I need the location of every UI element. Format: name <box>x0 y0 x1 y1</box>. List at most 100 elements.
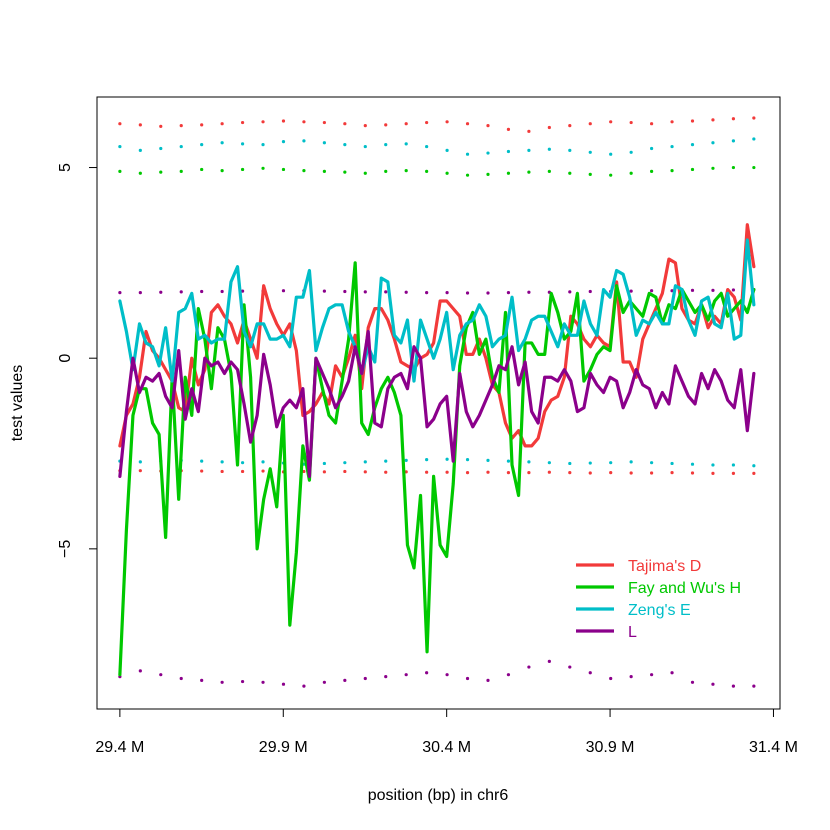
threshold-point <box>343 678 347 683</box>
threshold-point <box>159 290 163 294</box>
threshold-point <box>240 142 245 146</box>
threshold-point <box>118 169 122 173</box>
threshold-point <box>527 460 531 464</box>
threshold-point <box>670 144 674 149</box>
threshold-point <box>404 142 408 146</box>
threshold-point <box>609 470 613 475</box>
threshold-point <box>118 291 122 295</box>
threshold-point <box>629 150 633 154</box>
threshold-point <box>609 461 613 465</box>
threshold-point <box>138 171 142 175</box>
threshold-point <box>465 173 470 177</box>
x-tick-label: 29.9 M <box>259 739 308 756</box>
threshold-point <box>322 461 326 466</box>
threshold-point <box>445 673 449 677</box>
legend-item: Fay and Wu's H <box>576 580 741 597</box>
threshold-point <box>384 459 388 463</box>
threshold-point <box>731 165 736 170</box>
threshold-point <box>588 150 592 154</box>
threshold-point <box>363 144 367 149</box>
threshold-point <box>506 291 511 295</box>
threshold-point <box>384 169 388 173</box>
threshold-point <box>220 141 224 145</box>
threshold-point <box>404 290 408 294</box>
threshold-line <box>118 659 756 688</box>
threshold-point <box>465 458 470 462</box>
threshold-point <box>629 120 633 125</box>
threshold-point <box>752 137 756 141</box>
threshold-point <box>711 463 715 467</box>
threshold-point <box>200 123 204 127</box>
threshold-point <box>445 120 449 124</box>
y-tick-label: 5 <box>57 163 74 172</box>
x-tick-label: 29.4 M <box>95 739 144 756</box>
threshold-point <box>220 168 224 173</box>
threshold-point <box>547 169 551 173</box>
legend-label: Tajima's D <box>628 558 701 575</box>
threshold-point <box>404 673 408 677</box>
threshold-point <box>650 146 654 151</box>
threshold-point <box>322 141 326 145</box>
series-line <box>118 238 756 383</box>
threshold-point <box>690 288 695 292</box>
threshold-point <box>240 679 245 684</box>
y-tick-label: −5 <box>57 540 74 558</box>
threshold-point <box>731 471 736 475</box>
threshold-point <box>363 124 367 128</box>
threshold-point <box>445 148 449 152</box>
threshold-point <box>588 461 592 465</box>
threshold-point <box>138 148 142 152</box>
series-lines <box>118 223 756 677</box>
threshold-point <box>588 289 592 294</box>
threshold-point <box>731 463 736 467</box>
legend-item: Tajima's D <box>576 558 701 575</box>
threshold-point <box>568 171 572 175</box>
threshold-point <box>650 461 654 465</box>
threshold-point <box>547 125 551 130</box>
threshold-point <box>343 461 347 465</box>
threshold-point <box>445 457 449 461</box>
threshold-point <box>404 168 408 173</box>
threshold-point <box>281 140 286 144</box>
threshold-point <box>650 673 654 677</box>
threshold-point <box>261 166 265 170</box>
threshold-point <box>588 471 592 475</box>
threshold-point <box>363 460 367 464</box>
threshold-line <box>118 137 756 156</box>
threshold-point <box>486 458 490 462</box>
threshold-point <box>159 673 163 677</box>
threshold-point <box>138 291 142 295</box>
threshold-point <box>506 171 511 175</box>
threshold-point <box>159 146 163 151</box>
threshold-point <box>322 169 326 173</box>
threshold-point <box>281 167 286 172</box>
threshold-point <box>138 460 142 464</box>
threshold-line <box>118 469 756 475</box>
threshold-point <box>261 469 265 473</box>
threshold-point <box>731 684 736 688</box>
legend-label: Zeng's E <box>628 602 691 619</box>
threshold-point <box>486 678 490 683</box>
threshold-point <box>568 290 572 294</box>
threshold-point <box>731 288 736 292</box>
threshold-point <box>302 139 306 143</box>
threshold-point <box>159 170 163 174</box>
threshold-point <box>138 123 142 127</box>
threshold-point <box>588 122 592 126</box>
legend-item: Zeng's E <box>576 602 691 619</box>
threshold-point <box>670 120 674 124</box>
threshold-point <box>609 152 613 156</box>
threshold-point <box>547 147 551 151</box>
threshold-point <box>200 289 204 294</box>
threshold-point <box>609 173 613 177</box>
legend-item: L <box>576 624 637 641</box>
threshold-point <box>384 290 388 294</box>
threshold-point <box>527 470 531 475</box>
threshold-point <box>138 469 142 473</box>
threshold-point <box>486 124 490 128</box>
threshold-point <box>425 169 429 173</box>
threshold-point <box>179 144 183 149</box>
threshold-point <box>752 684 756 688</box>
threshold-point <box>486 291 490 295</box>
